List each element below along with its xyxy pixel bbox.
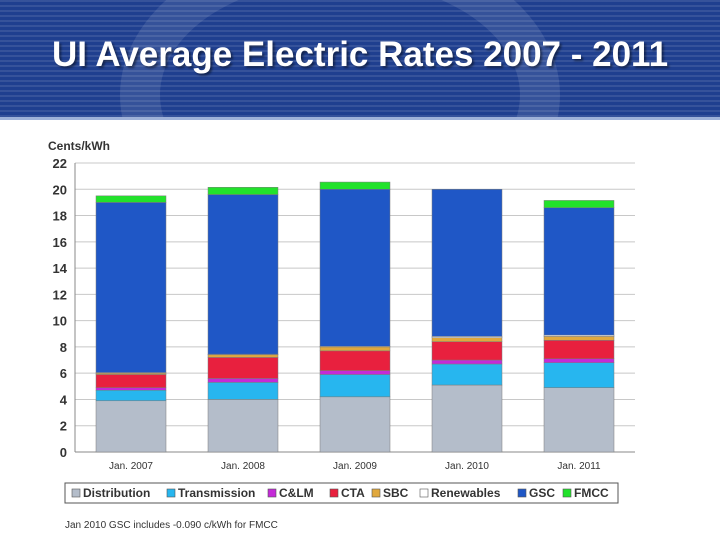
bar-segment-gsc xyxy=(431,189,503,337)
bar-segment-sbc xyxy=(431,337,503,342)
bar-segment-cta xyxy=(431,341,503,361)
bar-segment-sbc xyxy=(319,346,391,352)
bar-segment-distribution xyxy=(543,387,615,453)
x-tick-label: Jan. 2008 xyxy=(221,461,265,472)
legend-swatch-transmission xyxy=(166,488,176,498)
bar-segment-transmission xyxy=(319,374,391,398)
x-tick-label: Jan. 2011 xyxy=(557,461,601,472)
y-tick-label: 18 xyxy=(53,209,67,224)
bar-segment-sbc xyxy=(207,354,279,358)
legend-label-distribution: Distribution xyxy=(83,486,150,500)
footnote: Jan 2010 GSC includes -0.090 c/kWh for F… xyxy=(65,520,278,531)
bar-segment-transmission xyxy=(95,390,167,402)
bar-segment-transmission xyxy=(543,362,615,388)
x-tick-label: Jan. 2007 xyxy=(109,461,153,472)
y-tick-label: 4 xyxy=(60,392,68,407)
bar-segment-distribution xyxy=(95,400,167,453)
y-tick-label: 20 xyxy=(53,182,67,197)
bar-segment-gsc xyxy=(543,207,615,336)
x-tick-label: Jan. 2009 xyxy=(333,461,377,472)
bar-segment-cta xyxy=(319,350,391,371)
legend-swatch-distribution xyxy=(71,488,81,498)
y-tick-label: 22 xyxy=(53,156,67,171)
bar-segment-fmcc xyxy=(543,200,615,208)
legend-label-fmcc: FMCC xyxy=(574,486,609,500)
bar-segment-c-lm xyxy=(207,378,279,383)
y-tick-label: 16 xyxy=(53,235,67,250)
legend-label-renewables: Renewables xyxy=(431,486,501,500)
bar-segment-gsc xyxy=(319,189,391,347)
bar-segment-fmcc xyxy=(319,181,391,190)
legend-label-gsc: GSC xyxy=(529,486,555,500)
legend-label-transmission: Transmission xyxy=(178,486,255,500)
bar-segment-transmission xyxy=(207,382,279,400)
bar-segment-cta xyxy=(543,340,615,359)
y-tick-label: 8 xyxy=(60,340,67,355)
title-banner: UI Average Electric Rates 2007 - 2011 xyxy=(0,0,720,120)
legend-label-cta: CTA xyxy=(341,486,365,500)
y-tick-label: 2 xyxy=(60,419,67,434)
legend-label-sbc: SBC xyxy=(383,486,409,500)
bar-segment-gsc xyxy=(95,202,167,373)
legend-box xyxy=(64,482,619,504)
banner-underline xyxy=(0,117,720,120)
bar-segment-distribution xyxy=(431,384,503,453)
bar-segment-gsc xyxy=(207,194,279,355)
legend-swatch-cta xyxy=(329,488,339,498)
legend-swatch-fmcc xyxy=(562,488,572,498)
bar-segment-sbc xyxy=(543,336,615,341)
legend-label-c-lm: C&LM xyxy=(279,486,314,500)
legend-swatch-c-lm xyxy=(267,488,277,498)
y-axis-label: Cents/kWh xyxy=(48,139,110,153)
y-tick-label: 10 xyxy=(53,314,67,329)
bar-segment-fmcc xyxy=(95,195,167,203)
slide-title: UI Average Electric Rates 2007 - 2011 xyxy=(51,35,669,74)
legend-swatch-gsc xyxy=(517,488,527,498)
bar-segment-transmission xyxy=(431,363,503,386)
bar-segment-c-lm xyxy=(431,359,503,365)
legend-swatch-sbc xyxy=(371,488,381,498)
y-tick-label: 14 xyxy=(53,261,68,276)
bar-segment-c-lm xyxy=(95,387,167,391)
bar-segment-distribution xyxy=(319,396,391,453)
bar-segment-c-lm xyxy=(543,358,615,363)
bar-segment-cta xyxy=(95,374,167,388)
legend-swatch-renewables xyxy=(419,488,429,498)
y-tick-label: 0 xyxy=(60,445,67,460)
y-tick-label: 12 xyxy=(53,287,67,302)
x-tick-label: Jan. 2010 xyxy=(445,461,489,472)
bar-segment-fmcc xyxy=(207,187,279,195)
bar-segment-cta xyxy=(207,357,279,379)
y-tick-label: 6 xyxy=(60,366,67,381)
bar-segment-c-lm xyxy=(319,370,391,375)
bar-segment-distribution xyxy=(207,399,279,453)
